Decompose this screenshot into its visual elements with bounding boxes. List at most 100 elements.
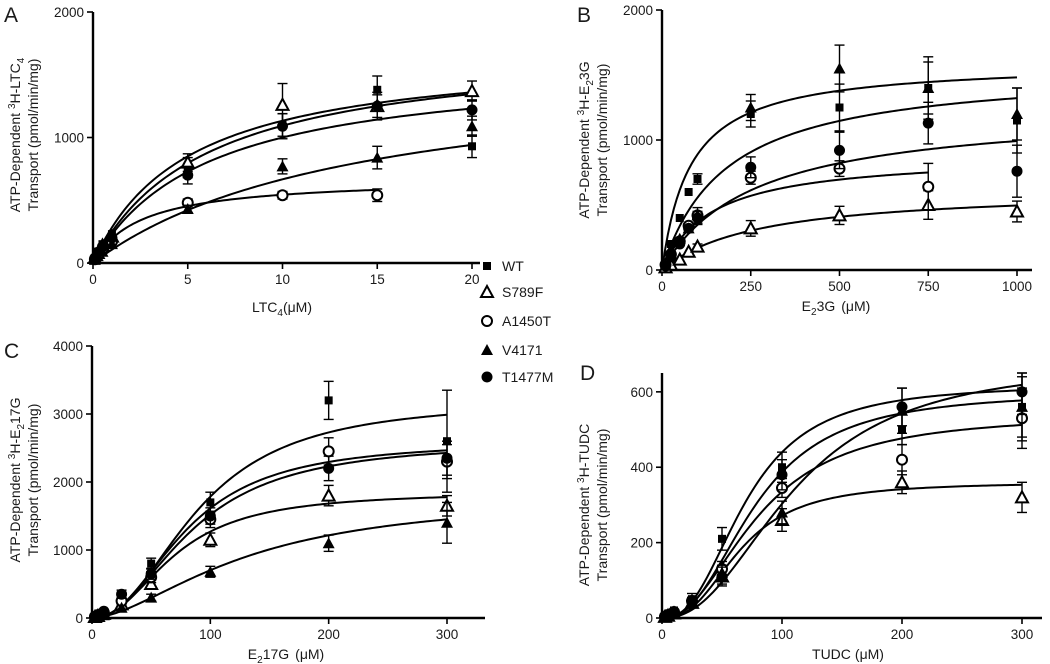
panel-c-xtick-label: 100 (199, 627, 222, 642)
panel-d-point-t1477m (686, 596, 698, 608)
panel-b-point-s789f (672, 251, 688, 266)
panel-c-point-v4171 (204, 565, 217, 577)
panel-d-xtick-label: 100 (771, 627, 794, 642)
panel-c-ytick-label: 0 (75, 611, 83, 626)
panel-c-ytick-label: 4000 (53, 339, 83, 354)
panel-c-point-t1477m (441, 452, 453, 464)
panel-b-point-s789f (831, 207, 848, 222)
panel-d-point-s789f (1014, 489, 1030, 504)
panel-c-ytick-label: 1000 (53, 543, 83, 558)
panel-d-point-a1450t (896, 453, 908, 466)
panel-a-point-t1477m (106, 232, 118, 244)
legend-label-a1450t: A1450T (502, 313, 551, 329)
panel-a-point-t1477m (277, 120, 288, 132)
panel-d-ytick-label: 0 (645, 611, 653, 626)
panel-c-xtick-label: 300 (436, 627, 459, 642)
legend-wt-symbol (483, 262, 491, 270)
panel-a-ytick-label: 2000 (54, 5, 84, 20)
panel-b-xtick-label: 250 (739, 279, 762, 294)
panel-d-xtick-label: 300 (1011, 627, 1034, 642)
panel-b-point-v4171 (922, 82, 935, 93)
panel-b-point-s789f (689, 238, 706, 253)
panel-a-xtick-label: 0 (89, 272, 97, 287)
panel-b-plot: 0 250 500 750 1000 0 1000 2000 (623, 3, 1032, 294)
panel-c-xlabel: E217G (μM) (248, 646, 324, 664)
legend-v4171-symbol (481, 344, 493, 355)
panel-a-xtick-label: 5 (184, 272, 192, 287)
panel-b-point-t1477m (683, 222, 695, 234)
panel-a-point-v4171 (276, 160, 289, 172)
panel-c-point-s789f (143, 575, 159, 590)
legend-marker-s789f (479, 283, 495, 298)
panel-b-point-t1477m (665, 251, 677, 263)
panel-d-point-t1477m (776, 469, 788, 481)
panel-a-fit-v4171 (92, 143, 473, 264)
legend-marker-wt (483, 262, 491, 270)
panel-a-xtick-label: 20 (464, 272, 479, 287)
panel-c-point-t1477m (323, 462, 335, 474)
panel-d-point-t1477m (668, 606, 680, 618)
panel-b-point-t1477m (922, 117, 934, 129)
legend-item-v4171: V4171 (481, 342, 543, 358)
panel-d-point-v4171 (776, 506, 788, 518)
panel-d-point-t1477m (1016, 386, 1028, 398)
panel-d-fit-wt (661, 389, 1023, 619)
legend-label-s789f: S789F (502, 284, 543, 300)
panel-letter-d: D (580, 362, 595, 385)
panel-a-point-s789f (464, 82, 480, 98)
panel-c-xtick-label: 0 (88, 627, 96, 642)
panel-d-fit-v4171 (661, 383, 1023, 619)
panel-d: D 0 100 200 300 0 200 400 600 TUDC (μM) ATP-Depe… (576, 362, 1042, 662)
panel-d-plot: 0 100 200 300 0 200 400 600 (630, 372, 1042, 642)
panel-d-point-t1477m (896, 401, 908, 413)
panel-b-point-s789f (743, 220, 759, 235)
panel-b-point-t1477m (745, 161, 757, 173)
panel-a-ytick-label: 1000 (54, 131, 84, 146)
panel-b-xtick-label: 500 (828, 279, 851, 294)
panel-a-ylabel-line2: Transport (pmol/min/mg) (25, 59, 41, 212)
panel-b: B 0 250 500 750 1000 0 1000 2000 E23G (μM) ATP-D… (576, 3, 1032, 318)
panel-a-point-wt (373, 85, 382, 94)
panel-b-ytick-label: 0 (645, 263, 653, 278)
panel-c-point-v4171 (115, 601, 128, 613)
panel-c-fit-v4171 (91, 518, 448, 619)
legend-label-wt: WT (502, 258, 524, 274)
legend-label-t1477m: T1477M (502, 369, 553, 385)
panel-d-ytick-label: 400 (630, 460, 653, 475)
panel-a-point-s789f (274, 96, 291, 111)
legend-t1477m-symbol (481, 371, 493, 383)
panel-b-ytick-label: 2000 (623, 3, 653, 18)
panel-b-point-s789f (1009, 203, 1025, 218)
panel-b-ytick-label: 1000 (623, 133, 653, 148)
legend-s789f-symbol (479, 283, 495, 298)
panel-a-point-v4171 (371, 151, 384, 163)
panel-d-point-s789f (894, 474, 910, 489)
panel-letter-a: A (4, 4, 18, 27)
legend-marker-t1477m (481, 371, 493, 383)
panel-b-point-t1477m (692, 212, 703, 224)
panel-b-point-v4171 (833, 62, 846, 74)
panel-b-point-t1477m (674, 238, 686, 250)
legend-item-wt: WT (483, 258, 524, 274)
panel-c-point-wt (206, 498, 215, 507)
panel-a-xlabel: LTC4(μM) (252, 299, 312, 319)
panel-a-point-a1450t (371, 189, 384, 202)
panel-d-ytick-label: 600 (630, 385, 653, 400)
panel-c-point-a1450t (322, 445, 335, 458)
panel-c-point-wt (324, 396, 333, 405)
panel-c-ylabel-line2: Transport (pmol/min/mg) (25, 404, 41, 557)
panel-a-fit-a1450t (92, 188, 378, 264)
panel-a-point-v4171 (181, 203, 194, 215)
panel-c-point-s789f (202, 531, 219, 546)
panel-c-point-v4171 (322, 537, 335, 549)
panel-d-point-wt (718, 534, 726, 543)
panel-b-point-v4171 (744, 101, 757, 113)
panel-c-point-wt (147, 559, 156, 568)
panel-a-point-t1477m (96, 241, 108, 253)
panel-a: A 0 5 10 15 20 0 1000 2000 LTC4(μM) ATP-Depende… (4, 4, 480, 319)
panel-d-xtick-label: 200 (891, 627, 914, 642)
panel-b-point-wt (684, 188, 693, 196)
